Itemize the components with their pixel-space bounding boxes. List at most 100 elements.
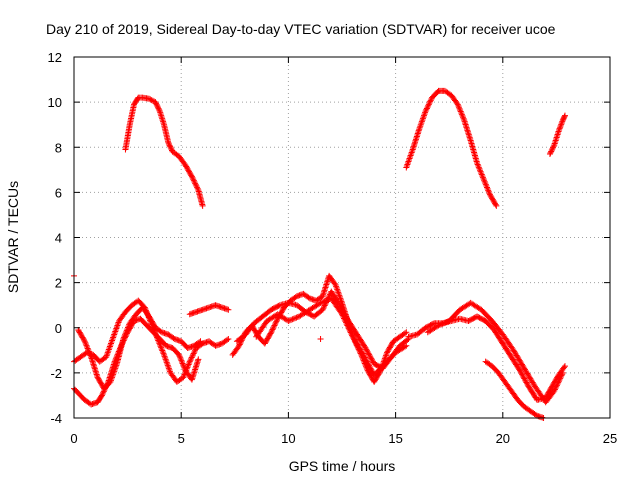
data-point <box>194 184 201 191</box>
data-point <box>180 372 187 379</box>
data-point <box>153 101 160 108</box>
data-point <box>549 145 556 152</box>
data-point <box>384 349 391 356</box>
data-point <box>555 378 562 385</box>
data-point <box>553 382 560 389</box>
y-tick-label: -4 <box>50 411 62 426</box>
data-point <box>183 164 190 171</box>
data-point <box>272 321 279 328</box>
data-point <box>442 319 449 326</box>
data-point <box>189 353 196 360</box>
data-point <box>524 380 531 387</box>
data-point <box>485 187 492 194</box>
data-point <box>165 141 172 148</box>
data-point <box>366 352 373 359</box>
data-point <box>194 185 201 192</box>
data-point <box>167 143 174 150</box>
data-point <box>271 322 278 329</box>
data-point <box>361 343 368 350</box>
data-point <box>402 330 409 337</box>
data-point <box>556 127 563 134</box>
data-point <box>320 305 327 312</box>
data-point <box>478 171 485 178</box>
data-point <box>269 326 276 333</box>
data-point <box>76 329 83 336</box>
data-point <box>546 388 553 395</box>
data-point <box>480 175 487 182</box>
data-point <box>459 112 466 119</box>
data-point <box>99 391 106 398</box>
data-point <box>318 299 325 306</box>
data-point <box>555 128 562 135</box>
data-point <box>550 143 557 150</box>
data-point <box>389 340 396 347</box>
data-point <box>561 363 568 370</box>
data-point <box>557 122 564 129</box>
data-point <box>148 317 155 324</box>
data-point <box>120 336 127 343</box>
data-point <box>349 332 356 339</box>
x-tick-label: 25 <box>603 431 617 446</box>
data-point <box>122 330 129 337</box>
data-point <box>364 358 371 365</box>
data-point <box>168 146 175 153</box>
data-point <box>286 317 293 324</box>
data-point <box>149 319 156 326</box>
data-point <box>292 294 299 301</box>
data-point <box>178 357 185 364</box>
data-point <box>156 341 163 348</box>
data-point <box>547 385 554 392</box>
data-point <box>557 124 564 131</box>
data-point <box>85 346 92 353</box>
data-point <box>436 321 443 328</box>
data-point <box>443 319 450 326</box>
data-point <box>190 176 197 183</box>
data-point <box>84 345 91 352</box>
data-point <box>558 372 565 379</box>
data-point <box>293 314 300 321</box>
data-point <box>157 328 164 335</box>
data-point <box>186 360 193 367</box>
data-point <box>546 151 553 158</box>
data-point <box>188 354 195 361</box>
data-point <box>546 387 553 394</box>
data-point <box>170 335 177 342</box>
data-point <box>520 374 527 381</box>
data-point <box>317 336 324 343</box>
y-tick-label: -2 <box>50 366 62 381</box>
data-point <box>360 351 367 358</box>
data-point <box>152 99 159 106</box>
data-point <box>87 352 94 359</box>
data-point <box>77 330 84 337</box>
chart-title: Day 210 of 2019, Sidereal Day-to-day VTE… <box>46 21 556 37</box>
data-point <box>553 383 560 390</box>
data-point <box>180 374 187 381</box>
data-point <box>474 161 481 168</box>
data-point <box>551 387 558 394</box>
data-point <box>422 108 429 115</box>
data-point <box>372 376 379 383</box>
y-tick-label: 6 <box>55 185 62 200</box>
data-point <box>364 349 371 356</box>
data-point <box>124 325 131 332</box>
data-point <box>176 351 183 358</box>
data-point <box>270 325 277 332</box>
data-point <box>78 333 85 340</box>
data-point <box>456 105 463 112</box>
data-point <box>371 377 378 384</box>
data-point <box>236 342 243 349</box>
data-point <box>361 354 368 361</box>
data-point <box>341 316 348 323</box>
data-point <box>190 350 197 357</box>
data-point <box>285 317 292 324</box>
data-point <box>558 119 565 126</box>
data-point <box>156 106 163 113</box>
data-point <box>292 315 299 322</box>
data-point <box>341 315 348 322</box>
data-point <box>516 367 523 374</box>
data-point <box>343 321 350 328</box>
data-point <box>491 199 498 206</box>
data-point <box>532 411 539 418</box>
data-point <box>147 315 154 322</box>
data-point <box>100 389 107 396</box>
